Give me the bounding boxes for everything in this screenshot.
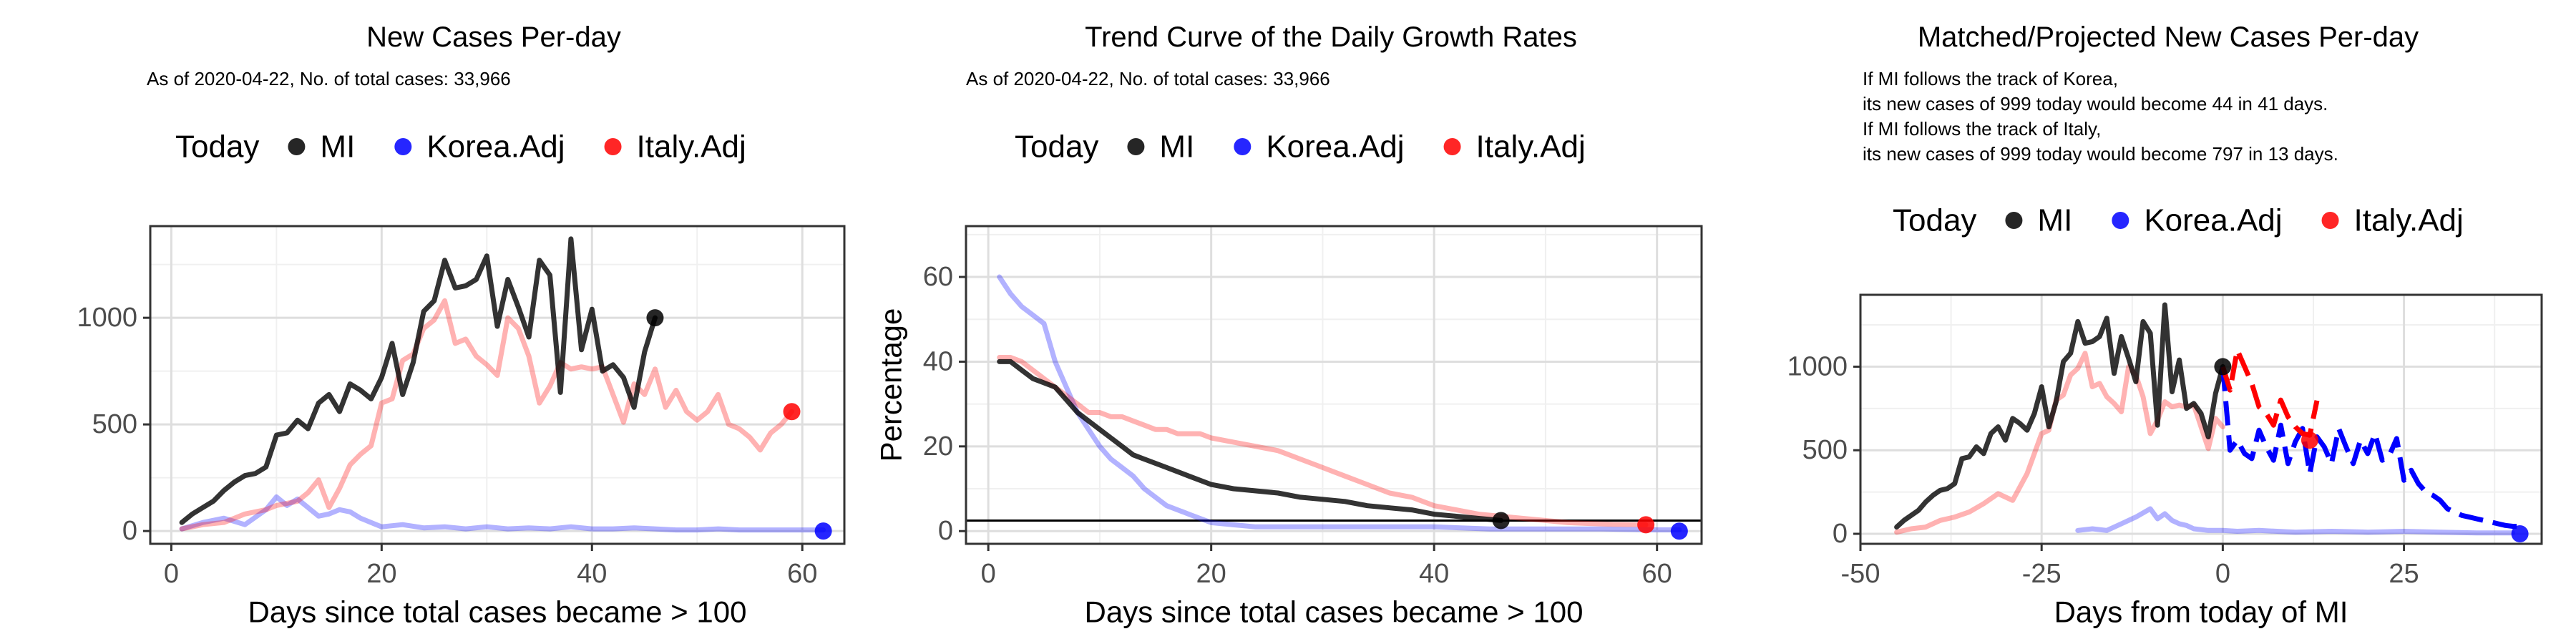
- y-tick-label: 500: [1802, 435, 1848, 465]
- gridlines: [1859, 295, 2542, 544]
- chart-subtitle-line: its new cases of 999 today would become …: [1863, 93, 2328, 114]
- today-point-italy-adj: [1637, 516, 1655, 534]
- legend-label: Italy.Adj: [1476, 130, 1586, 165]
- series-line-mi: [1894, 302, 2225, 530]
- plot-background: [150, 226, 844, 544]
- legend-label: MI: [320, 130, 355, 165]
- x-tick-label: -25: [2022, 559, 2062, 589]
- x-tick-label: 20: [1196, 559, 1226, 589]
- legend: Today MI Korea.Adj Italy.Adj: [175, 130, 746, 165]
- today-point-mi: [646, 309, 664, 327]
- legend: Today MI Korea.Adj Italy.Adj: [1015, 130, 1586, 165]
- chart-title: Matched/Projected New Cases Per-day: [1918, 21, 2419, 53]
- chart-panel-1: New Cases Per-day As of 2020-04-22, No. o…: [77, 21, 846, 629]
- x-tick-label: 60: [787, 559, 817, 589]
- x-axis-label: Days since total cases became > 100: [1085, 595, 1584, 629]
- today-point-korea-adj: [2511, 525, 2529, 542]
- chart-title: New Cases Per-day: [366, 21, 621, 53]
- series-line-italy-adj-projected: [2220, 347, 2320, 438]
- x-tick-label: 40: [1419, 559, 1449, 589]
- legend-key-korea-adj: [2112, 212, 2129, 229]
- y-axis-label: Percentage: [874, 308, 908, 462]
- y-tick-label: 0: [122, 516, 137, 546]
- legend-key-korea-adj: [1234, 138, 1252, 155]
- chart-subtitle-line: As of 2020-04-22, No. of total cases: 33…: [966, 68, 1330, 89]
- plot-background: [966, 226, 1702, 544]
- legend-label: MI: [2037, 203, 2072, 238]
- x-axis-label: Days from today of MI: [2054, 595, 2348, 629]
- today-point-mi: [2214, 358, 2232, 376]
- today-point-italy-adj: [2301, 431, 2318, 449]
- legend-key-mi: [2005, 212, 2023, 229]
- legend: Today MI Korea.Adj Italy.Adj: [1893, 203, 2464, 238]
- legend-title: Today: [1015, 130, 1098, 165]
- plot-border: [965, 225, 1703, 545]
- legend-title: Today: [1893, 203, 1976, 238]
- x-tick-label: 40: [577, 559, 607, 589]
- today-point-korea-adj: [1670, 522, 1688, 540]
- y-tick-label: 1000: [77, 303, 137, 333]
- series-group: [997, 274, 1682, 532]
- legend-label: Korea.Adj: [2144, 203, 2282, 238]
- series-group: [1894, 302, 2520, 536]
- legend-label: Italy.Adj: [637, 130, 746, 165]
- chart-subtitle-line: As of 2020-04-22, No. of total cases: 33…: [147, 68, 511, 89]
- legend-key-italy-adj: [1443, 138, 1461, 155]
- legend-key-mi: [1127, 138, 1145, 155]
- chart-subtitle-line: If MI follows the track of Italy,: [1863, 118, 2101, 140]
- legend-label: MI: [1159, 130, 1194, 165]
- chart-title: Trend Curve of the Daily Growth Rates: [1085, 21, 1577, 53]
- legend-title: Today: [175, 130, 259, 165]
- series-line-mi: [997, 358, 1504, 523]
- legend-key-italy-adj: [2321, 212, 2339, 229]
- chart-panel-2: Trend Curve of the Daily Growth Rates As …: [874, 21, 1703, 629]
- series-line-korea-adj: [2075, 506, 2515, 536]
- series-line-korea-adj: [997, 274, 1682, 532]
- series-line-italy-adj: [1894, 351, 2225, 535]
- chart-panel-3: Matched/Projected New Cases Per-day If MI…: [1787, 21, 2543, 629]
- series-line-korea-adj-projected: [2220, 366, 2520, 530]
- legend-label: Korea.Adj: [1266, 130, 1404, 165]
- legend-key-mi: [288, 138, 306, 155]
- chart-subtitle-line: its new cases of 999 today would become …: [1863, 143, 2338, 165]
- y-tick-label: 0: [938, 516, 953, 546]
- plot-border: [1859, 293, 2543, 545]
- x-tick-label: 60: [1642, 559, 1672, 589]
- series-group: [179, 236, 826, 533]
- x-tick-label: -50: [1841, 559, 1880, 589]
- y-tick-label: 500: [92, 409, 137, 439]
- x-tick-label: 0: [981, 559, 996, 589]
- series-line-italy-adj: [179, 298, 794, 532]
- legend-label: Italy.Adj: [2354, 203, 2464, 238]
- series-line-korea-adj: [179, 494, 826, 533]
- today-point-korea-adj: [814, 522, 832, 540]
- x-tick-label: 20: [366, 559, 396, 589]
- y-tick-label: 1000: [1787, 351, 1848, 381]
- legend-key-korea-adj: [394, 138, 412, 155]
- x-tick-label: 0: [2215, 559, 2230, 589]
- today-point-italy-adj: [783, 403, 801, 421]
- x-axis-label: Days since total cases became > 100: [248, 595, 747, 629]
- plot-border: [149, 225, 846, 545]
- chart-subtitle-line: If MI follows the track of Korea,: [1863, 68, 2118, 89]
- y-tick-label: 40: [923, 346, 953, 376]
- today-point-mi: [1492, 512, 1510, 530]
- series-line-italy-adj: [997, 355, 1649, 527]
- legend-label: Korea.Adj: [426, 130, 565, 165]
- legend-key-italy-adj: [604, 138, 622, 155]
- series-line-mi: [179, 236, 658, 525]
- y-tick-label: 60: [923, 262, 953, 292]
- x-tick-label: 0: [164, 559, 179, 589]
- gridlines: [966, 226, 1702, 544]
- y-tick-label: 20: [923, 431, 953, 462]
- y-tick-label: 0: [1833, 519, 1848, 549]
- x-tick-label: 25: [2389, 559, 2419, 589]
